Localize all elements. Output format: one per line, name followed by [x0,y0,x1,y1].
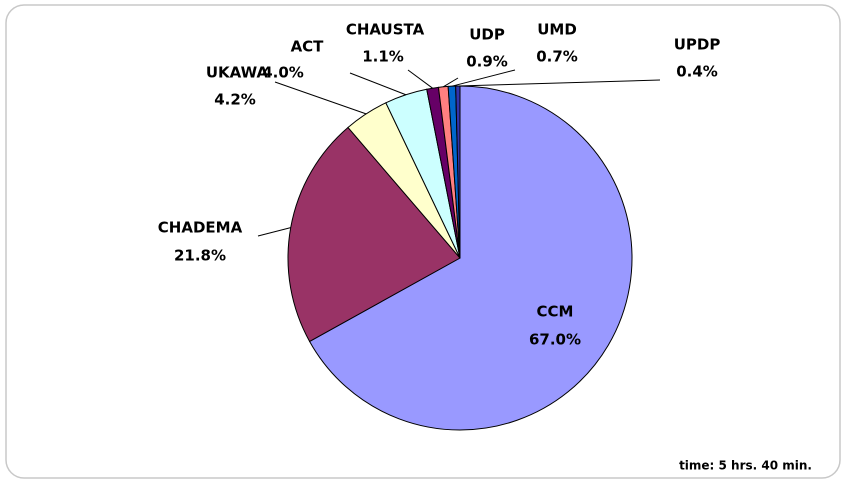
leader-line [257,227,291,237]
slice-value-label: 0.7% [536,48,578,66]
pie-slice [308,85,633,431]
leader-line [407,69,433,89]
annotation: time: 5 hrs. 40 min. [679,459,812,473]
leader-line [349,72,407,96]
slice-label: UMD [537,21,577,39]
slice-value-label: 67.0% [529,331,581,349]
leader-line [443,77,459,88]
slice-value-label: 4.2% [214,91,256,109]
slice-value-label: 21.8% [174,247,226,265]
slice-label: ACT [291,38,325,56]
slice-label: UDP [469,26,505,44]
slice-label: UKAWA [206,64,269,82]
leader-line [457,79,661,87]
leader-line [451,69,516,87]
slice-label: UPDP [674,36,721,54]
slice-label: CHADEMA [158,219,243,237]
slice-label: CHAUSTA [346,21,425,39]
slice-label: CCM [537,303,574,321]
slice-value-label: 1.1% [362,48,404,66]
leader-line [274,81,367,115]
slice-value-label: 4.0% [262,64,304,82]
slice-value-label: 0.4% [676,63,718,81]
slice-value-label: 0.9% [466,53,508,71]
